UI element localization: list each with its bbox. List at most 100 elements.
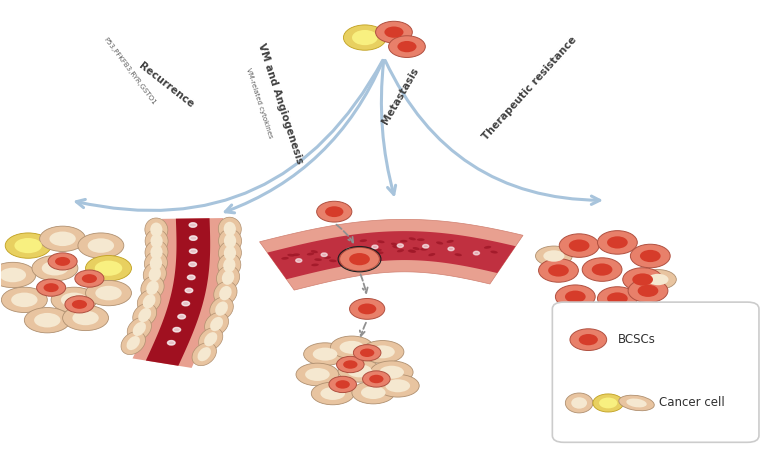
Ellipse shape — [222, 270, 234, 285]
Circle shape — [362, 371, 390, 387]
Ellipse shape — [376, 374, 419, 397]
Ellipse shape — [218, 253, 241, 277]
Ellipse shape — [287, 254, 295, 257]
Ellipse shape — [349, 248, 356, 251]
Text: Recurrence: Recurrence — [137, 61, 195, 110]
Circle shape — [55, 257, 70, 266]
Circle shape — [74, 270, 104, 287]
Circle shape — [339, 248, 379, 271]
Circle shape — [329, 376, 356, 393]
Ellipse shape — [151, 245, 163, 259]
Ellipse shape — [210, 317, 223, 331]
Ellipse shape — [219, 229, 241, 253]
Circle shape — [44, 283, 58, 292]
Ellipse shape — [210, 297, 233, 320]
Circle shape — [631, 244, 670, 268]
Ellipse shape — [323, 256, 331, 259]
Ellipse shape — [640, 269, 677, 289]
Ellipse shape — [95, 286, 121, 300]
Polygon shape — [260, 219, 523, 290]
Text: VM-related cytokines: VM-related cytokines — [245, 67, 273, 139]
Circle shape — [548, 264, 569, 277]
Ellipse shape — [145, 241, 168, 264]
Ellipse shape — [146, 281, 159, 295]
Ellipse shape — [223, 258, 236, 273]
Circle shape — [385, 26, 403, 38]
Ellipse shape — [215, 302, 228, 316]
Circle shape — [579, 334, 598, 345]
Ellipse shape — [217, 266, 240, 289]
Circle shape — [173, 328, 180, 332]
Ellipse shape — [359, 251, 366, 253]
Ellipse shape — [25, 308, 70, 333]
Ellipse shape — [296, 363, 339, 386]
Ellipse shape — [347, 364, 372, 377]
Circle shape — [569, 239, 590, 252]
Ellipse shape — [314, 258, 322, 261]
Circle shape — [187, 275, 195, 280]
Text: Cancer cell: Cancer cell — [660, 396, 725, 410]
Ellipse shape — [223, 222, 236, 236]
Ellipse shape — [293, 253, 300, 256]
Circle shape — [182, 301, 190, 306]
Circle shape — [598, 231, 637, 254]
Ellipse shape — [127, 336, 140, 350]
Ellipse shape — [599, 398, 617, 409]
Text: Therapeutic resistance: Therapeutic resistance — [480, 35, 578, 142]
Text: Metastasis: Metastasis — [381, 66, 421, 126]
Ellipse shape — [379, 366, 404, 379]
Ellipse shape — [409, 237, 416, 240]
Ellipse shape — [199, 328, 223, 351]
Circle shape — [397, 244, 403, 248]
Ellipse shape — [94, 261, 122, 276]
Ellipse shape — [197, 347, 211, 361]
Polygon shape — [146, 218, 210, 366]
Ellipse shape — [2, 287, 48, 313]
Ellipse shape — [408, 250, 415, 253]
Circle shape — [473, 251, 479, 255]
Ellipse shape — [281, 257, 289, 260]
Ellipse shape — [144, 263, 167, 286]
Ellipse shape — [330, 336, 373, 359]
Circle shape — [65, 296, 94, 313]
Circle shape — [185, 288, 193, 293]
Ellipse shape — [377, 240, 385, 243]
Circle shape — [343, 360, 357, 369]
Ellipse shape — [133, 322, 146, 336]
Circle shape — [325, 206, 343, 217]
Polygon shape — [267, 231, 515, 279]
Circle shape — [189, 223, 197, 227]
Circle shape — [538, 259, 578, 282]
Ellipse shape — [138, 308, 151, 322]
Ellipse shape — [32, 256, 78, 281]
Circle shape — [190, 236, 197, 240]
Circle shape — [360, 349, 374, 357]
Ellipse shape — [593, 394, 624, 412]
Ellipse shape — [5, 233, 51, 258]
Circle shape — [336, 380, 350, 389]
Circle shape — [349, 253, 370, 265]
Ellipse shape — [484, 246, 492, 249]
Ellipse shape — [78, 233, 124, 258]
Ellipse shape — [417, 238, 425, 241]
Ellipse shape — [361, 340, 404, 363]
Ellipse shape — [349, 255, 357, 258]
Circle shape — [570, 329, 607, 350]
Ellipse shape — [12, 293, 38, 307]
Ellipse shape — [151, 234, 163, 248]
Circle shape — [637, 285, 658, 297]
Ellipse shape — [0, 263, 36, 288]
Ellipse shape — [133, 303, 157, 327]
Ellipse shape — [150, 256, 162, 271]
Ellipse shape — [224, 234, 237, 248]
Ellipse shape — [412, 247, 420, 250]
Circle shape — [48, 253, 77, 270]
Ellipse shape — [85, 280, 131, 306]
Circle shape — [353, 344, 381, 361]
Ellipse shape — [63, 305, 108, 331]
Ellipse shape — [121, 332, 145, 354]
Ellipse shape — [141, 276, 164, 299]
Ellipse shape — [85, 256, 131, 281]
Ellipse shape — [218, 217, 241, 241]
Circle shape — [167, 340, 175, 345]
